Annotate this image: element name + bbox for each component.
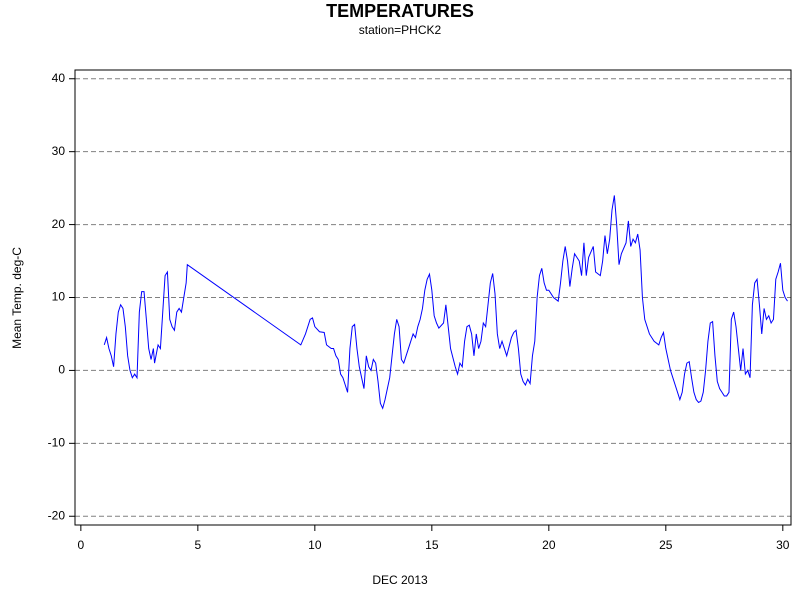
y-axis-label: Mean Temp. deg-C	[10, 247, 24, 349]
x-tick-label: 10	[308, 538, 322, 552]
chart-subtitle: station=PHCK2	[359, 23, 442, 37]
x-tick-label: 0	[78, 538, 85, 552]
chart-title: TEMPERATURES	[326, 1, 474, 21]
x-axis-label: DEC 2013	[372, 573, 428, 587]
x-tick-label: 25	[659, 538, 673, 552]
x-tick-label: 5	[194, 538, 201, 552]
y-tick-label: 30	[52, 144, 66, 158]
x-tick-label: 15	[425, 538, 439, 552]
plot-frame	[74, 69, 792, 526]
x-tick-label: 20	[542, 538, 556, 552]
data-line	[103, 195, 788, 410]
x-tick-label: 30	[776, 538, 790, 552]
y-tick-label: 20	[52, 217, 66, 231]
y-tick-label: -10	[48, 436, 66, 450]
y-tick-label: 10	[52, 290, 66, 304]
y-tick-label: -20	[48, 508, 66, 522]
y-tick-label: 40	[52, 71, 66, 85]
y-tick-label: 0	[58, 363, 65, 377]
